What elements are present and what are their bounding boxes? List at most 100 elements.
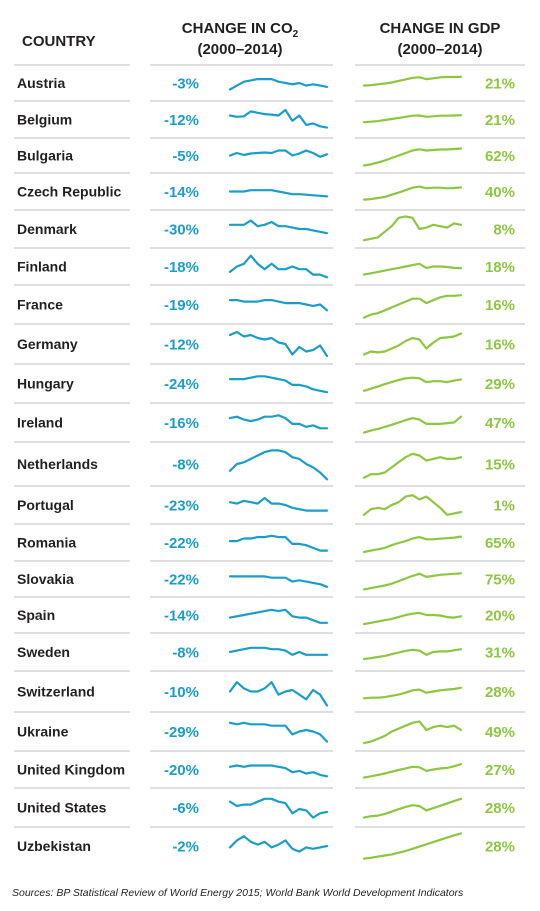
co2-change-value: -12% <box>164 337 199 354</box>
country-label: France <box>17 297 63 313</box>
gdp-change-value: 18% <box>485 259 515 276</box>
co2-change-value: -6% <box>172 800 199 817</box>
table-row: Finland -18% 18% <box>14 254 525 286</box>
co2-sparkline <box>228 646 329 656</box>
gdp-sparkline <box>362 376 463 392</box>
co2-change-value: -19% <box>164 297 199 314</box>
co2-sparkline <box>228 149 329 158</box>
table-row: Czech Republic -14% 40% <box>14 184 525 211</box>
co2-change-value: -18% <box>164 259 199 276</box>
country-label: Netherlands <box>17 456 98 472</box>
gdp-sparkline <box>362 797 463 819</box>
co2-sparkline <box>228 721 329 743</box>
table-row: Ireland -16% 47% <box>14 414 525 443</box>
co2-change-value: -3% <box>172 76 199 93</box>
gdp-change-value: 21% <box>485 76 515 93</box>
country-label: Uzbekistan <box>17 838 91 854</box>
co2-change-value: -14% <box>164 184 199 201</box>
gdp-change-value: 27% <box>485 762 515 779</box>
table-row: Ukraine -29% 49% <box>14 720 525 752</box>
gdp-change-value: 47% <box>485 415 515 432</box>
table-row: United Kingdom -20% 27% <box>14 762 525 789</box>
header-co2-period: (2000–2014) <box>197 41 282 58</box>
co2-sparkline <box>228 299 329 312</box>
country-label: Austria <box>17 75 65 91</box>
co2-sparkline <box>228 496 329 512</box>
country-label: Switzerland <box>17 684 95 700</box>
co2-change-value: -16% <box>164 415 199 432</box>
gdp-change-value: 16% <box>485 337 515 354</box>
table-row: Uzbekistan -2% 28% <box>17 832 515 860</box>
gdp-sparkline <box>362 147 463 167</box>
country-label: Spain <box>17 607 55 623</box>
country-label: Finland <box>17 259 67 275</box>
country-label: Sweden <box>17 644 70 660</box>
co2-sparkline <box>228 414 329 430</box>
table-row: Hungary -24% 29% <box>14 375 525 404</box>
gdp-change-value: 28% <box>485 839 515 856</box>
country-label: Germany <box>17 336 78 352</box>
gdp-change-value: 21% <box>485 112 515 129</box>
co2-sparkline <box>228 77 329 91</box>
gdp-change-value: 62% <box>485 148 515 165</box>
gdp-sparkline <box>362 611 463 626</box>
gdp-change-value: 1% <box>493 498 515 515</box>
table-row: Belgium -12% 21% <box>14 108 525 139</box>
table-row: Austria -3% 21% <box>14 75 525 102</box>
gdp-sparkline <box>362 294 463 319</box>
table-row: Slovakia -22% 75% <box>14 571 525 598</box>
co2-sparkline <box>228 534 329 552</box>
gdp-sparkline <box>362 185 463 201</box>
gdp-change-value: 20% <box>485 608 515 625</box>
gdp-sparkline <box>362 332 463 356</box>
co2-change-value: -10% <box>164 684 199 701</box>
gdp-sparkline <box>362 572 463 591</box>
table-row: Denmark -30% 8% <box>14 215 525 249</box>
co2-sparkline <box>228 330 329 358</box>
table-row: Romania -22% 65% <box>14 535 525 562</box>
co2-change-value: -5% <box>172 148 199 165</box>
co2-sparkline <box>228 375 329 394</box>
co2-sparkline <box>228 797 329 819</box>
table-row: Netherlands -8% 15% <box>14 449 525 487</box>
gdp-change-value: 75% <box>485 572 515 589</box>
table-row: Switzerland -10% 28% <box>14 681 525 713</box>
co2-sparkline <box>228 764 329 778</box>
gdp-sparkline <box>362 262 463 276</box>
gdp-change-value: 15% <box>485 457 515 474</box>
co2-sparkline <box>228 449 329 481</box>
header-co2-title: CHANGE IN CO2 <box>182 20 299 40</box>
gdp-sparkline <box>362 720 463 745</box>
co2-change-value: -29% <box>164 724 199 741</box>
gdp-change-value: 28% <box>485 684 515 701</box>
gdp-sparkline <box>362 832 463 860</box>
co2-change-value: -8% <box>172 457 199 474</box>
gdp-change-value: 29% <box>485 376 515 393</box>
gdp-sparkline <box>362 415 463 434</box>
country-label: Hungary <box>17 376 74 392</box>
gdp-sparkline <box>362 452 463 479</box>
gdp-change-value: 8% <box>493 222 515 239</box>
table-rows: Austria -3% 21% Belgium -12% 21% Bulgaria -5% 62… <box>14 75 525 860</box>
gdp-sparkline <box>362 215 463 242</box>
gdp-sparkline <box>362 648 463 661</box>
co2-change-value: -12% <box>164 112 199 129</box>
gdp-sparkline <box>362 114 463 124</box>
co2-change-value: -2% <box>172 839 199 856</box>
co2-change-value: -22% <box>164 572 199 589</box>
country-label: Denmark <box>17 221 77 237</box>
co2-sparkline <box>228 681 329 707</box>
header-gdp-title: CHANGE IN GDP <box>380 20 501 37</box>
co2-change-value: -14% <box>164 608 199 625</box>
co2-sparkline <box>228 608 329 624</box>
co2-sparkline <box>228 189 329 198</box>
gdp-sparkline <box>362 75 463 87</box>
co2-change-value: -20% <box>164 762 199 779</box>
country-label: United Kingdom <box>17 762 125 778</box>
co2-change-value: -24% <box>164 376 199 393</box>
co2-change-value: -8% <box>172 645 199 662</box>
country-label: Ukraine <box>17 724 69 740</box>
country-label: Czech Republic <box>17 184 121 200</box>
country-label: Portugal <box>17 497 74 513</box>
country-label: Romania <box>17 535 76 551</box>
